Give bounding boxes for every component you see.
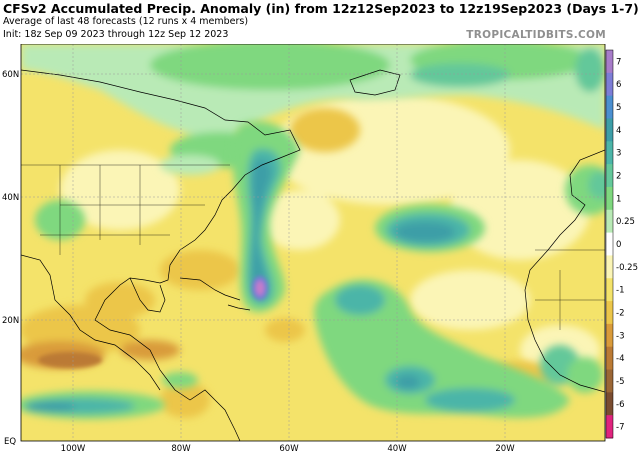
colorbar: 7 6 5 4 3 2 1 0.25 0 -0.25 -1 -2 -3 -4 -5 -6 -7	[605, 49, 638, 439]
chart-header: CFSv2 Accumulated Precip. Anomaly (in) f…	[0, 0, 640, 44]
colorbar-swatch	[606, 164, 613, 188]
colorbar-swatch	[606, 209, 613, 234]
coastal-storm-plume	[232, 121, 300, 313]
colorbar-swatch	[606, 50, 613, 74]
eastern-pacific-wet-band	[21, 372, 198, 419]
coastlines	[21, 69, 605, 441]
lat-label-40n: 40N	[2, 193, 19, 203]
colorbar-swatch	[606, 118, 613, 142]
colorbar-label: 3	[616, 149, 621, 159]
colorbar-label: -3	[616, 331, 624, 341]
colorbar-swatch	[606, 301, 613, 325]
lat-label-60n: 60N	[2, 70, 19, 80]
colorbar-swatch	[606, 95, 613, 119]
lon-label-40w: 40W	[387, 444, 407, 454]
lon-label-60w: 60W	[279, 444, 299, 454]
colorbar-swatch	[606, 141, 613, 165]
colorbar-label: -6	[616, 400, 624, 410]
lon-label-80w: 80W	[171, 444, 191, 454]
colorbar-label: -4	[616, 354, 624, 364]
colorbar-swatch	[606, 346, 613, 371]
near-normal-regions	[60, 95, 600, 375]
colorbar-label: -0.25	[616, 263, 638, 273]
colorbar-label: 6	[616, 80, 621, 90]
colorbar-label: -7	[616, 423, 624, 433]
colorbar-swatch	[606, 72, 613, 97]
lon-label-20w: 20W	[495, 444, 515, 454]
colorbar-label: 7	[616, 57, 621, 67]
colorbar-label: -2	[616, 308, 624, 318]
lon-label-100w: 100W	[61, 444, 86, 454]
colorbar-swatch	[606, 186, 613, 211]
colorbar-swatch	[606, 369, 613, 393]
colorbar-label: 0.25	[616, 217, 635, 227]
colorbar-label: 1	[616, 194, 621, 204]
page-title: CFSv2 Accumulated Precip. Anomaly (in) f…	[3, 1, 639, 16]
colorbar-swatch	[606, 323, 613, 348]
tropical-wet-band	[314, 279, 603, 418]
colorbar-swatch	[606, 232, 613, 256]
colorbar-label: -1	[616, 286, 624, 296]
colorbar-swatch	[606, 278, 613, 302]
colorbar-swatch	[606, 392, 613, 416]
forecast-subtitle: Average of last 48 forecasts (12 runs x …	[3, 16, 249, 27]
colorbar-label: 5	[616, 103, 621, 113]
political-borders	[21, 164, 605, 330]
colorbar-swatch	[606, 255, 613, 279]
colorbar-swatch	[606, 415, 613, 439]
init-time-label: Init: 18z Sep 09 2023 through 12z Sep 12…	[3, 29, 229, 40]
lat-label-eq: EQ	[4, 437, 16, 447]
colorbar-label: 2	[616, 172, 621, 182]
graticule	[21, 44, 605, 441]
lat-label-20n: 20N	[2, 316, 19, 326]
colorbar-label: -5	[616, 377, 624, 387]
plume-peak	[252, 276, 268, 300]
colorbar-label: 0	[616, 240, 621, 250]
brand-watermark: TROPICALTIDBITS.COM	[466, 29, 606, 41]
central-atlantic-wet-blob	[375, 204, 485, 252]
colorbar-label: 4	[616, 126, 621, 136]
